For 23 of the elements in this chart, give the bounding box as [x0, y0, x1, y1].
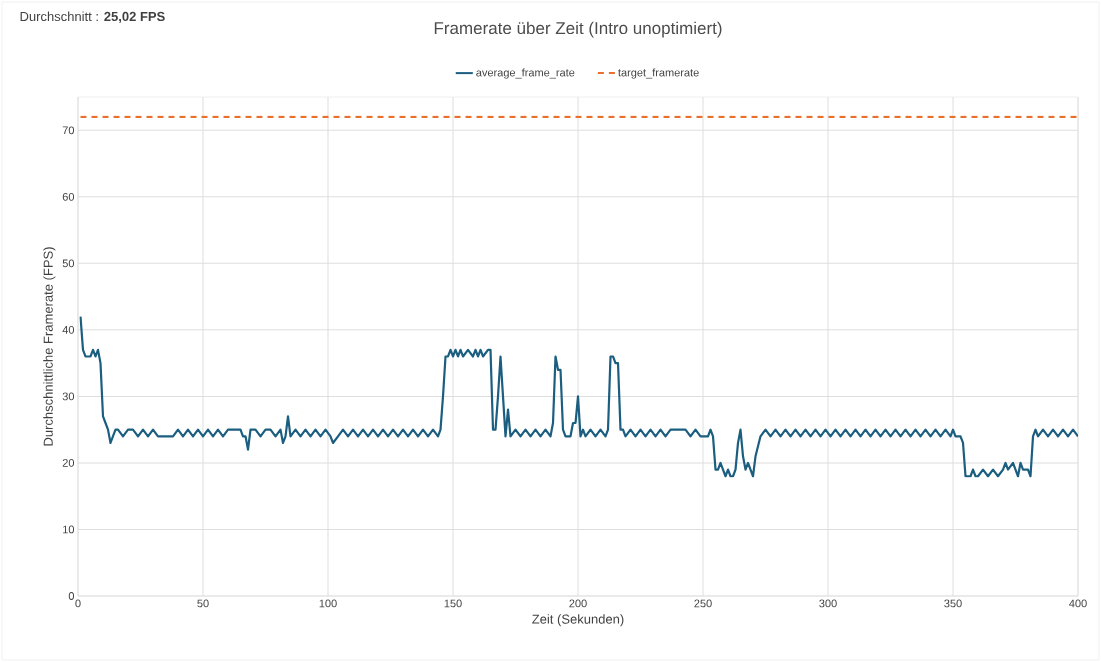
- x-tick-label: 50: [197, 599, 209, 608]
- y-axis-title: Durchschnittliche Framerate (FPS): [43, 247, 56, 446]
- x-tick-label: 400: [1069, 599, 1087, 608]
- x-tick-label: 100: [319, 599, 337, 608]
- x-tick-label: 350: [944, 599, 962, 608]
- y-tick-label: 30: [62, 392, 75, 401]
- y-tick-label: 20: [62, 459, 75, 467]
- y-tick-label: 10: [63, 525, 75, 534]
- x-tick-label: 0: [75, 599, 81, 608]
- x-tick-label: 250: [694, 599, 712, 608]
- y-tick-label: 50: [62, 259, 75, 268]
- x-tick-label: 300: [819, 599, 837, 608]
- x-tick-label: 200: [569, 599, 587, 608]
- chart-title: Framerate über Zeit (Intro unoptimiert): [434, 21, 722, 38]
- legend-label: average_frame_rate: [476, 68, 575, 79]
- text: Durchschnitt : 25,02 FPS: [20, 11, 165, 23]
- legend-label: target_framerate: [618, 68, 699, 79]
- y-tick-label: 0: [68, 592, 75, 600]
- y-tick-label: 40: [62, 325, 75, 334]
- x-tick-label: 150: [444, 599, 462, 608]
- y-tick-label: 70: [62, 126, 75, 135]
- y-tick-label: 60: [62, 192, 75, 201]
- x-axis-title: Zeit (Sekunden): [532, 614, 624, 627]
